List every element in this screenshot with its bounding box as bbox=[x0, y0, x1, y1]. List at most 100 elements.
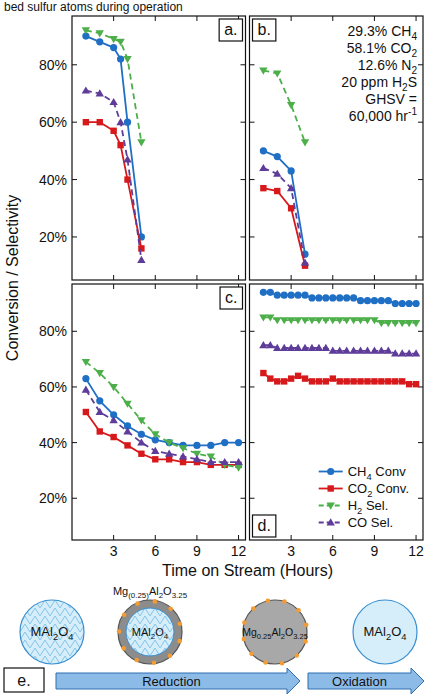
data-point bbox=[281, 292, 288, 299]
data-point bbox=[343, 378, 349, 384]
data-point bbox=[207, 442, 214, 449]
data-point bbox=[371, 378, 377, 384]
data-point bbox=[412, 300, 419, 307]
data-point bbox=[235, 439, 242, 446]
data-point bbox=[330, 375, 336, 381]
data-point bbox=[294, 292, 301, 299]
y-axis-title: Conversion / Selectivity bbox=[4, 195, 21, 361]
y-tick bbox=[72, 64, 77, 65]
legend-marker bbox=[326, 518, 334, 525]
x-tick bbox=[113, 275, 114, 280]
data-point bbox=[308, 344, 316, 351]
x-tick bbox=[155, 275, 156, 280]
data-point bbox=[357, 378, 363, 384]
data-point bbox=[207, 458, 215, 465]
x-tick bbox=[238, 535, 239, 540]
data-point bbox=[287, 317, 295, 324]
series-line bbox=[86, 91, 142, 260]
panel-label-box bbox=[220, 287, 242, 309]
data-point bbox=[137, 417, 145, 424]
data-point bbox=[308, 294, 315, 301]
data-point bbox=[322, 294, 329, 301]
x-tick bbox=[291, 16, 292, 21]
x-tick bbox=[113, 535, 114, 540]
y-tick bbox=[250, 122, 255, 123]
data-point bbox=[309, 378, 315, 384]
surface-dot bbox=[263, 660, 268, 665]
data-point bbox=[378, 378, 384, 384]
data-point bbox=[166, 456, 172, 462]
surface-dot bbox=[249, 651, 254, 656]
particle-label: MAl2O4 bbox=[31, 624, 74, 642]
data-point bbox=[377, 320, 385, 327]
y-tick bbox=[241, 236, 246, 237]
arrow-label: Reduction bbox=[142, 674, 201, 689]
legend: CH4 ConvCO2 Conv.H2 Sel.CO Sel. bbox=[316, 460, 417, 534]
data-point bbox=[399, 378, 405, 384]
surface-dot bbox=[121, 646, 126, 651]
y-tick bbox=[250, 386, 255, 387]
data-point bbox=[350, 294, 357, 301]
particle-label: Mg0.25Al2O3.25 bbox=[242, 626, 308, 641]
data-point bbox=[406, 381, 412, 387]
y-tick bbox=[72, 498, 77, 499]
data-point bbox=[82, 27, 90, 34]
y-tick bbox=[418, 498, 423, 499]
particle-core bbox=[126, 608, 174, 656]
x-tick bbox=[416, 275, 417, 280]
data-point bbox=[357, 297, 364, 304]
data-point bbox=[288, 205, 294, 211]
series-line bbox=[86, 390, 239, 462]
legend-label: CH4 Conv bbox=[348, 464, 406, 482]
data-point bbox=[308, 317, 316, 324]
data-point bbox=[166, 439, 173, 446]
data-point bbox=[370, 347, 378, 354]
data-point bbox=[356, 347, 364, 354]
surface-dot bbox=[294, 653, 299, 658]
y-tick-label: 60% bbox=[39, 114, 67, 130]
arrow-label: Oxidation bbox=[332, 674, 387, 689]
data-point bbox=[384, 320, 392, 327]
x-tick bbox=[332, 535, 333, 540]
legend-marker bbox=[327, 485, 333, 491]
data-point bbox=[109, 36, 117, 43]
data-point bbox=[406, 300, 413, 307]
process-arrow bbox=[308, 668, 424, 694]
data-point bbox=[302, 375, 308, 381]
figure: bed sulfur atoms during operation20%40%6… bbox=[0, 0, 429, 700]
y-tick bbox=[241, 122, 246, 123]
panel-label: d. bbox=[258, 517, 271, 534]
data-point bbox=[82, 375, 89, 382]
series-line bbox=[86, 412, 239, 465]
data-point bbox=[151, 431, 159, 438]
data-point bbox=[377, 347, 385, 354]
data-point bbox=[315, 344, 323, 351]
y-tick bbox=[241, 331, 246, 332]
x-tick bbox=[291, 284, 292, 289]
shell-label: Mg(0.25)Al2O3.25 bbox=[113, 585, 188, 600]
panel-label-box bbox=[253, 515, 276, 537]
y-tick-label: 80% bbox=[39, 57, 67, 73]
y-tick bbox=[250, 442, 255, 443]
data-point bbox=[329, 317, 337, 324]
data-point bbox=[281, 378, 287, 384]
data-point bbox=[329, 347, 337, 354]
data-point bbox=[342, 347, 350, 354]
data-point bbox=[301, 317, 309, 324]
x-tick bbox=[196, 275, 197, 280]
data-point bbox=[110, 44, 117, 51]
x-tick bbox=[113, 16, 114, 21]
surface-dot bbox=[152, 660, 157, 665]
data-point bbox=[288, 292, 295, 299]
data-point bbox=[96, 89, 104, 96]
legend-marker bbox=[327, 468, 334, 475]
y-tick-label: 80% bbox=[39, 323, 67, 339]
x-tick bbox=[332, 275, 333, 280]
data-point bbox=[259, 314, 267, 321]
data-point bbox=[301, 139, 309, 146]
data-point bbox=[342, 317, 350, 324]
legend-label: H2 Sel. bbox=[348, 498, 389, 516]
data-point bbox=[273, 317, 281, 324]
data-point bbox=[294, 317, 302, 324]
panel-label: c. bbox=[225, 289, 237, 306]
